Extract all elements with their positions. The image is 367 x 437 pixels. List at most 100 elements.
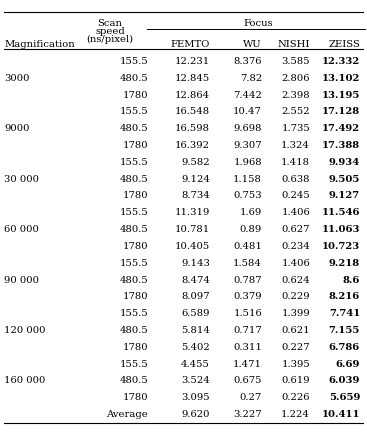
Text: 1780: 1780 [122, 343, 148, 352]
Text: 0.627: 0.627 [281, 225, 310, 234]
Text: 17.388: 17.388 [322, 141, 360, 150]
Text: FEMTO: FEMTO [171, 40, 210, 49]
Text: 9.620: 9.620 [182, 410, 210, 419]
Text: Focus: Focus [243, 19, 273, 28]
Text: 155.5: 155.5 [119, 360, 148, 369]
Text: 0.675: 0.675 [233, 376, 262, 385]
Text: 7.155: 7.155 [328, 326, 360, 335]
Text: 1.399: 1.399 [281, 309, 310, 318]
Text: 10.411: 10.411 [321, 410, 360, 419]
Text: 12.231: 12.231 [175, 57, 210, 66]
Text: 6.786: 6.786 [329, 343, 360, 352]
Text: 1.471: 1.471 [233, 360, 262, 369]
Text: 1.395: 1.395 [281, 360, 310, 369]
Text: 9.934: 9.934 [329, 158, 360, 167]
Text: 10.47: 10.47 [233, 108, 262, 116]
Text: 8.474: 8.474 [181, 276, 210, 284]
Text: 0.311: 0.311 [233, 343, 262, 352]
Text: 13.195: 13.195 [321, 90, 360, 100]
Text: 0.229: 0.229 [281, 292, 310, 302]
Text: 8.376: 8.376 [233, 57, 262, 66]
Text: 9.143: 9.143 [181, 259, 210, 268]
Text: 9.698: 9.698 [233, 124, 262, 133]
Text: ZEISS: ZEISS [328, 40, 360, 49]
Text: 3.585: 3.585 [281, 57, 310, 66]
Text: 6.589: 6.589 [182, 309, 210, 318]
Text: 1780: 1780 [122, 292, 148, 302]
Text: 0.481: 0.481 [233, 242, 262, 251]
Text: 12.864: 12.864 [175, 90, 210, 100]
Text: 0.624: 0.624 [281, 276, 310, 284]
Text: 1.516: 1.516 [233, 309, 262, 318]
Text: 11.319: 11.319 [175, 208, 210, 217]
Text: 8.6: 8.6 [343, 276, 360, 284]
Text: 5.402: 5.402 [181, 343, 210, 352]
Text: 1.158: 1.158 [233, 175, 262, 184]
Text: 11.546: 11.546 [321, 208, 360, 217]
Text: speed: speed [95, 27, 125, 36]
Text: 0.619: 0.619 [281, 376, 310, 385]
Text: 480.5: 480.5 [119, 225, 148, 234]
Text: 2.552: 2.552 [281, 108, 310, 116]
Text: 0.621: 0.621 [281, 326, 310, 335]
Text: 3.095: 3.095 [181, 393, 210, 402]
Text: 13.102: 13.102 [321, 74, 360, 83]
Text: 0.717: 0.717 [233, 326, 262, 335]
Text: 0.89: 0.89 [240, 225, 262, 234]
Text: 9.307: 9.307 [233, 141, 262, 150]
Text: 8.734: 8.734 [181, 191, 210, 201]
Text: 120 000: 120 000 [4, 326, 46, 335]
Text: 155.5: 155.5 [119, 259, 148, 268]
Text: 0.226: 0.226 [281, 393, 310, 402]
Text: 9.582: 9.582 [181, 158, 210, 167]
Text: 8.097: 8.097 [181, 292, 210, 302]
Text: 7.741: 7.741 [329, 309, 360, 318]
Text: 0.379: 0.379 [233, 292, 262, 302]
Text: 1.324: 1.324 [281, 141, 310, 150]
Text: NISHI: NISHI [277, 40, 310, 49]
Text: 9.505: 9.505 [328, 175, 360, 184]
Text: 1.735: 1.735 [281, 124, 310, 133]
Text: 2.398: 2.398 [281, 90, 310, 100]
Text: 11.063: 11.063 [321, 225, 360, 234]
Text: Magnification: Magnification [4, 40, 75, 49]
Text: 1780: 1780 [122, 141, 148, 150]
Text: 1.406: 1.406 [281, 259, 310, 268]
Text: 1.418: 1.418 [281, 158, 310, 167]
Text: 0.227: 0.227 [281, 343, 310, 352]
Text: 0.787: 0.787 [233, 276, 262, 284]
Text: 1.584: 1.584 [233, 259, 262, 268]
Text: 0.638: 0.638 [281, 175, 310, 184]
Text: 480.5: 480.5 [119, 376, 148, 385]
Text: 17.492: 17.492 [322, 124, 360, 133]
Text: 2.806: 2.806 [281, 74, 310, 83]
Text: 0.245: 0.245 [281, 191, 310, 201]
Text: 30 000: 30 000 [4, 175, 39, 184]
Text: 9.127: 9.127 [329, 191, 360, 201]
Text: 480.5: 480.5 [119, 74, 148, 83]
Text: 155.5: 155.5 [119, 57, 148, 66]
Text: 9.124: 9.124 [181, 175, 210, 184]
Text: 1.968: 1.968 [233, 158, 262, 167]
Text: Scan: Scan [98, 19, 123, 28]
Text: 155.5: 155.5 [119, 208, 148, 217]
Text: 90 000: 90 000 [4, 276, 39, 284]
Text: WU: WU [243, 40, 262, 49]
Text: 480.5: 480.5 [119, 124, 148, 133]
Text: 1780: 1780 [122, 242, 148, 251]
Text: 1780: 1780 [122, 191, 148, 201]
Text: 12.845: 12.845 [175, 74, 210, 83]
Text: 1780: 1780 [122, 90, 148, 100]
Text: 9000: 9000 [4, 124, 29, 133]
Text: 5.659: 5.659 [328, 393, 360, 402]
Text: 155.5: 155.5 [119, 309, 148, 318]
Text: 7.82: 7.82 [240, 74, 262, 83]
Text: 60 000: 60 000 [4, 225, 39, 234]
Text: 16.392: 16.392 [175, 141, 210, 150]
Text: 480.5: 480.5 [119, 326, 148, 335]
Text: 480.5: 480.5 [119, 276, 148, 284]
Text: 1.69: 1.69 [240, 208, 262, 217]
Text: 1.224: 1.224 [281, 410, 310, 419]
Text: 155.5: 155.5 [119, 158, 148, 167]
Text: 4.455: 4.455 [181, 360, 210, 369]
